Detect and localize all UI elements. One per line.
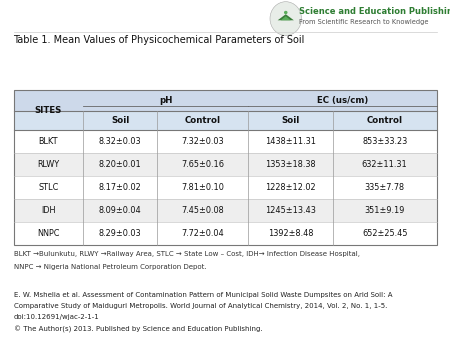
Bar: [14, 176, 436, 199]
Text: IDH: IDH: [41, 207, 56, 215]
Text: Control: Control: [185, 116, 221, 125]
Text: Soil: Soil: [281, 116, 300, 125]
Text: Table 1. Mean Values of Physicochemical Parameters of Soil: Table 1. Mean Values of Physicochemical …: [14, 35, 305, 46]
Text: Science and Education Publishing: Science and Education Publishing: [299, 7, 450, 16]
Ellipse shape: [284, 11, 288, 14]
Text: pH: pH: [159, 96, 172, 105]
Polygon shape: [281, 16, 291, 20]
Text: 351±9.19: 351±9.19: [364, 207, 405, 215]
Text: 632±11.31: 632±11.31: [362, 161, 408, 169]
Text: BLKT →Bulunkutu, RLWY →Railway Area, STLC → State Low – Cost, IDH→ Infection Dis: BLKT →Bulunkutu, RLWY →Railway Area, STL…: [14, 251, 360, 258]
Text: 7.81±0.10: 7.81±0.10: [181, 184, 224, 192]
Text: Soil: Soil: [111, 116, 130, 125]
Text: 1353±18.38: 1353±18.38: [265, 161, 316, 169]
Text: doi:10.12691/wjac-2-1-1: doi:10.12691/wjac-2-1-1: [14, 314, 99, 320]
Ellipse shape: [270, 2, 302, 35]
Text: STLC: STLC: [38, 184, 58, 192]
Bar: [14, 111, 436, 130]
Bar: [14, 130, 436, 153]
Text: NNPC → Nigeria National Petroleum Corporation Depot.: NNPC → Nigeria National Petroleum Corpor…: [14, 264, 206, 270]
Text: © The Author(s) 2013. Published by Science and Education Publishing.: © The Author(s) 2013. Published by Scien…: [14, 325, 262, 333]
Bar: [14, 90, 436, 111]
Text: Control: Control: [367, 116, 403, 125]
Text: NNPC: NNPC: [37, 230, 60, 238]
Text: E. W. Mshelia et al. Assessment of Contamination Pattern of Municipal Solid Wast: E. W. Mshelia et al. Assessment of Conta…: [14, 292, 392, 298]
Text: 8.20±0.01: 8.20±0.01: [99, 161, 142, 169]
Bar: [14, 222, 436, 245]
Text: 1438±11.31: 1438±11.31: [265, 138, 316, 146]
Text: 8.09±0.04: 8.09±0.04: [99, 207, 142, 215]
Text: 1392±8.48: 1392±8.48: [268, 230, 313, 238]
Text: 8.17±0.02: 8.17±0.02: [99, 184, 142, 192]
Text: 1245±13.43: 1245±13.43: [265, 207, 316, 215]
Polygon shape: [278, 14, 294, 20]
Text: 8.29±0.03: 8.29±0.03: [99, 230, 142, 238]
Bar: [14, 90, 436, 245]
Text: 1228±12.02: 1228±12.02: [265, 184, 316, 192]
Text: BLKT: BLKT: [39, 138, 58, 146]
Bar: [14, 153, 436, 176]
Text: 8.32±0.03: 8.32±0.03: [99, 138, 142, 146]
Text: From Scientific Research to Knowledge: From Scientific Research to Knowledge: [299, 19, 429, 25]
Text: 7.32±0.03: 7.32±0.03: [181, 138, 224, 146]
Text: 335±7.78: 335±7.78: [364, 184, 405, 192]
Text: RLWY: RLWY: [37, 161, 59, 169]
Text: 7.72±0.04: 7.72±0.04: [181, 230, 224, 238]
Bar: [14, 199, 436, 222]
Text: 7.65±0.16: 7.65±0.16: [181, 161, 224, 169]
Text: 853±33.23: 853±33.23: [362, 138, 407, 146]
Text: 652±25.45: 652±25.45: [362, 230, 407, 238]
Text: 7.45±0.08: 7.45±0.08: [181, 207, 224, 215]
Text: EC (us/cm): EC (us/cm): [317, 96, 368, 105]
Text: Comparative Study of Maiduguri Metropolis. World Journal of Analytical Chemistry: Comparative Study of Maiduguri Metropoli…: [14, 303, 387, 309]
Text: SITES: SITES: [35, 105, 62, 115]
